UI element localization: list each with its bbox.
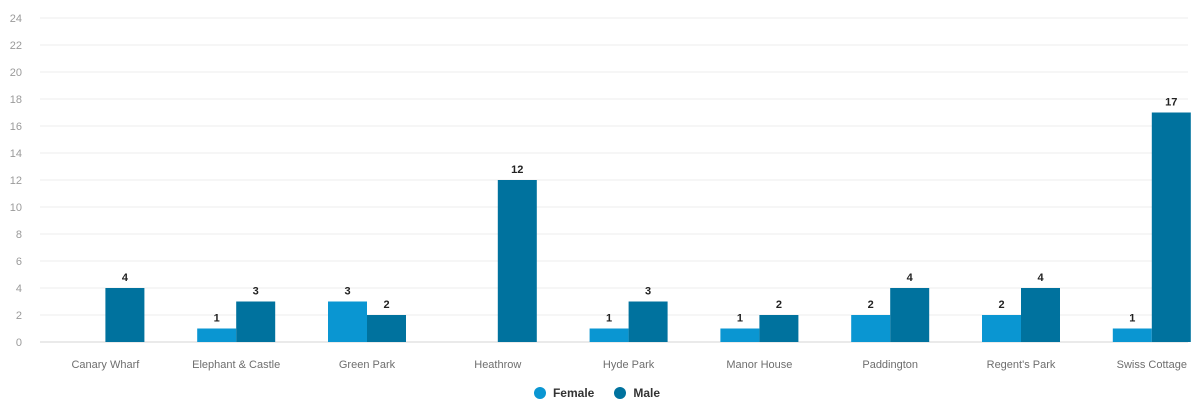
legend-swatch-icon — [533, 387, 546, 399]
gridlines — [40, 17, 1188, 343]
legend: Female Male — [0, 386, 1194, 400]
y-tick-label: 2 — [16, 310, 22, 322]
data-label: 12 — [511, 164, 523, 176]
bar-female[interactable] — [328, 301, 367, 343]
data-label: 2 — [383, 299, 389, 311]
y-tick-label: 6 — [16, 256, 22, 268]
x-tick-label: Heathrow — [474, 359, 521, 371]
bar-female[interactable] — [589, 328, 629, 343]
y-tick-label: 4 — [16, 283, 22, 295]
legend-item-male[interactable]: Male — [614, 386, 660, 400]
legend-swatch-icon — [614, 387, 627, 399]
bar-male[interactable] — [890, 288, 930, 342]
bar-male[interactable] — [628, 301, 668, 343]
y-tick-label: 8 — [16, 229, 22, 241]
y-tick-label: 14 — [10, 148, 22, 160]
data-label: 1 — [606, 313, 612, 325]
legend-item-female[interactable]: Female — [533, 386, 595, 400]
data-label: 3 — [645, 286, 651, 298]
x-tick-label: Paddington — [862, 359, 918, 371]
bar-male[interactable] — [1151, 112, 1191, 343]
bar-male[interactable] — [105, 288, 145, 342]
x-tick-label: Elephant & Castle — [192, 359, 280, 371]
data-label: 2 — [776, 299, 782, 311]
bar-female[interactable] — [1112, 328, 1152, 343]
data-label: 1 — [737, 313, 743, 325]
x-tick-label: Canary Wharf — [71, 359, 140, 371]
data-label: 3 — [344, 286, 350, 298]
legend-label: Male — [633, 386, 661, 400]
data-label: 4 — [122, 272, 129, 284]
y-tick-label: 16 — [10, 121, 22, 133]
bar-male[interactable] — [236, 301, 276, 343]
y-tick-label: 12 — [10, 175, 22, 187]
data-label: 4 — [907, 272, 914, 284]
x-tick-label: Manor House — [726, 359, 792, 371]
data-label: 2 — [998, 299, 1004, 311]
x-tick-label: Regent's Park — [987, 359, 1056, 371]
data-label: 1 — [1129, 313, 1135, 325]
bar-female[interactable] — [720, 328, 760, 343]
y-tick-label: 0 — [16, 337, 22, 349]
bar-male[interactable] — [759, 315, 799, 342]
x-axis-ticks: Canary Wharf Elephant & Castle Green Park H… — [71, 359, 1186, 371]
bars — [105, 112, 1191, 343]
x-tick-label: Swiss Cottage — [1117, 359, 1187, 371]
bar-female[interactable] — [851, 315, 891, 342]
x-tick-label: Hyde Park — [603, 359, 655, 371]
y-tick-label: 20 — [10, 67, 22, 79]
data-label: 3 — [253, 286, 259, 298]
bar-male[interactable] — [367, 315, 406, 342]
y-tick-label: 10 — [10, 202, 22, 214]
bar-female[interactable] — [982, 315, 1021, 342]
data-label: 4 — [1037, 272, 1044, 284]
x-tick-label: Green Park — [339, 359, 396, 371]
bar-female[interactable] — [197, 328, 237, 343]
legend-label: Female — [552, 386, 595, 400]
data-label: 17 — [1165, 97, 1177, 109]
data-label: 2 — [868, 299, 874, 311]
data-label: 1 — [214, 313, 220, 325]
y-tick-label: 24 — [10, 13, 22, 25]
bar-male[interactable] — [497, 180, 537, 342]
y-tick-label: 18 — [10, 94, 22, 106]
bar-male[interactable] — [1021, 288, 1060, 342]
y-tick-label: 22 — [10, 40, 22, 52]
